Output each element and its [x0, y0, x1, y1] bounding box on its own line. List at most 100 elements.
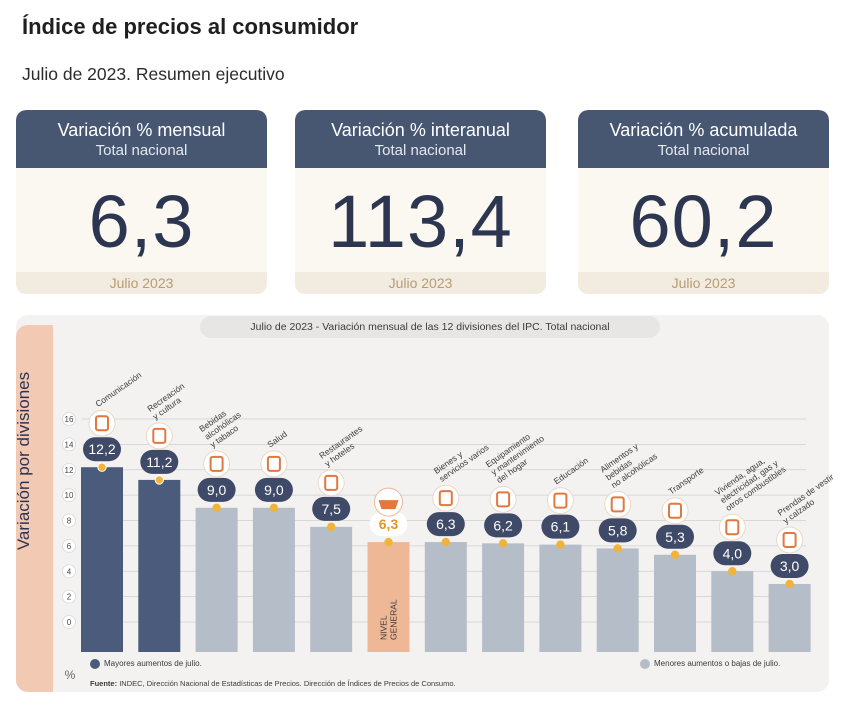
bar-marker [97, 462, 107, 472]
y-unit-label: % [65, 668, 76, 682]
umbrella-icon [145, 422, 173, 450]
legend-low: Menores aumentos o bajas de julio. [640, 659, 780, 669]
card-yearly: Variación % interanual Total nacional 11… [295, 110, 546, 294]
bar [310, 526, 353, 652]
card-monthly: Variación % mensual Total nacional 6,3 J… [16, 110, 267, 294]
card-yearly-period: Julio 2023 [295, 272, 546, 294]
bottle-icon-glyph [209, 455, 224, 472]
bus-icon-glyph [668, 502, 682, 519]
bulb-icon [718, 513, 746, 541]
value-label: 6,1 [551, 519, 571, 535]
notebook-icon [546, 487, 574, 515]
value-badge [484, 513, 523, 538]
category-label-line: GENERAL [389, 599, 399, 640]
legend-low-swatch [640, 659, 650, 669]
y-tick-badge [62, 462, 76, 477]
value-badge [197, 477, 236, 502]
legend-low-label: Menores aumentos o bajas de julio. [654, 659, 781, 669]
value-label: 9,0 [264, 482, 284, 498]
value-badge [426, 512, 465, 537]
category-label: Comunicación [93, 370, 143, 409]
bar-marker [556, 540, 565, 549]
page-subtitle: Julio de 2023. Resumen ejecutivo [22, 64, 285, 84]
category-label: Bienes yservicios varios [432, 434, 491, 483]
bar-marker [785, 579, 794, 589]
card-cumulative: Variación % acumulada Total nacional 60,… [578, 110, 829, 294]
value-badge [541, 514, 580, 539]
card-cumulative-value: 60,2 [578, 168, 829, 272]
y-tick-badge [62, 564, 76, 579]
bar-marker [327, 522, 336, 532]
shirt-icon-glyph [782, 531, 797, 548]
y-tick-label: 10 [65, 491, 74, 500]
value-label: 7,5 [321, 501, 341, 517]
value-badge [312, 496, 351, 521]
value-badge [254, 477, 293, 502]
category-label: Educación [552, 455, 590, 486]
y-tick-badge [62, 538, 76, 553]
y-tick-badge [62, 589, 76, 604]
bar-marker [670, 550, 680, 559]
category-label-line: Educación [552, 455, 590, 486]
card-cumulative-period: Julio 2023 [578, 272, 829, 294]
card-cumulative-header: Variación % acumulada Total nacional [578, 110, 829, 168]
value-label: 4,0 [723, 545, 743, 561]
card-monthly-period: Julio 2023 [16, 272, 267, 294]
value-badge [140, 449, 179, 474]
comb-icon [432, 484, 460, 512]
value-label: 6,2 [493, 517, 513, 533]
washer-icon [489, 485, 517, 513]
cutlery-icon [317, 469, 345, 497]
first-aid-icon-glyph [266, 455, 281, 472]
category-label-line: NIVEL [379, 615, 389, 640]
bar-marker [728, 567, 737, 576]
value-badge [598, 518, 637, 543]
value-label: 12,2 [88, 441, 115, 457]
card-monthly-header: Variación % mensual Total nacional [16, 110, 267, 168]
y-tick-badge [62, 412, 76, 426]
value-label: 3,0 [780, 558, 800, 574]
bar [424, 542, 467, 652]
category-label: Equipamientoy mantenimientodel hogar [484, 425, 552, 485]
category-label: Vivienda, agua,electricidad, gas yotros … [713, 448, 788, 512]
side-strip: Variación por divisiones [16, 325, 53, 692]
bulb-icon-glyph [725, 519, 740, 536]
value-label: 9,0 [207, 482, 227, 498]
value-label: 6,3 [379, 516, 399, 532]
comb-icon-glyph [438, 490, 453, 507]
card-monthly-subtitle: Total nacional [95, 142, 188, 159]
bar [252, 507, 295, 652]
value-badge [713, 541, 752, 566]
legend-high-swatch [90, 659, 100, 669]
value-badge [770, 553, 809, 578]
value-badge [656, 524, 694, 549]
bottle-icon [203, 450, 231, 478]
legend-high-label: Mayores aumentos de julio. [104, 659, 202, 669]
card-yearly-title: Variación % interanual [331, 120, 510, 140]
source-label: Fuente: [90, 679, 118, 688]
y-tick-label: 16 [65, 415, 74, 424]
bar-marker [498, 539, 508, 548]
bar-marker [212, 503, 221, 513]
bar-marker [154, 475, 165, 485]
value-label: 5,8 [608, 522, 628, 538]
bar [482, 543, 525, 652]
source-text: INDEC, Dirección Nacional de Estadística… [119, 679, 456, 688]
bar [138, 479, 181, 652]
bar [539, 544, 582, 652]
page-title: Índice de precios al consumidor [22, 14, 359, 39]
bar-marker [384, 537, 393, 547]
value-label: 11,2 [146, 454, 172, 470]
food-icon-glyph [610, 496, 625, 513]
value-label: 5,3 [665, 529, 685, 545]
category-label-line: Comunicación [93, 370, 143, 409]
y-tick-label: 14 [65, 440, 74, 449]
food-icon [604, 490, 632, 518]
umbrella-icon-glyph [152, 427, 167, 444]
y-tick-label: 6 [67, 542, 72, 551]
value-badge [369, 512, 408, 537]
card-yearly-value: 113,4 [295, 168, 546, 272]
bus-icon [661, 497, 689, 525]
bar [596, 548, 639, 652]
